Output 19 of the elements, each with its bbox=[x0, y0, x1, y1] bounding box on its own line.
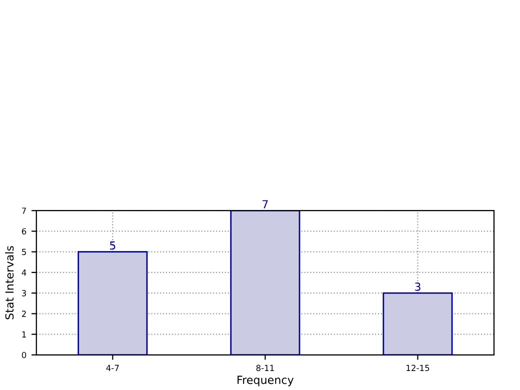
bar bbox=[382, 292, 453, 355]
data-label: 5 bbox=[110, 241, 116, 250]
y-tick-label: 7 bbox=[22, 208, 26, 214]
data-label: 3 bbox=[415, 282, 420, 291]
y-axis-title: Stat Intervals bbox=[5, 246, 14, 320]
y-tick-label: 0 bbox=[22, 352, 26, 358]
y-tick-label: 2 bbox=[22, 310, 26, 317]
bar bbox=[230, 210, 300, 355]
y-tick-label: 5 bbox=[22, 248, 26, 256]
x-axis-title: Frequency bbox=[238, 376, 294, 386]
x-tick-label: 4-7 bbox=[106, 364, 119, 371]
bar bbox=[78, 251, 148, 355]
y-tick-label: 3 bbox=[22, 290, 26, 296]
x-tick-label: 8-11 bbox=[256, 364, 274, 372]
y-tick-label: 1 bbox=[22, 331, 26, 338]
data-label: 7 bbox=[262, 200, 268, 208]
y-tick-label: 4 bbox=[22, 270, 26, 276]
x-tick-label: 12-15 bbox=[406, 364, 430, 372]
y-tick-label: 6 bbox=[22, 228, 26, 234]
